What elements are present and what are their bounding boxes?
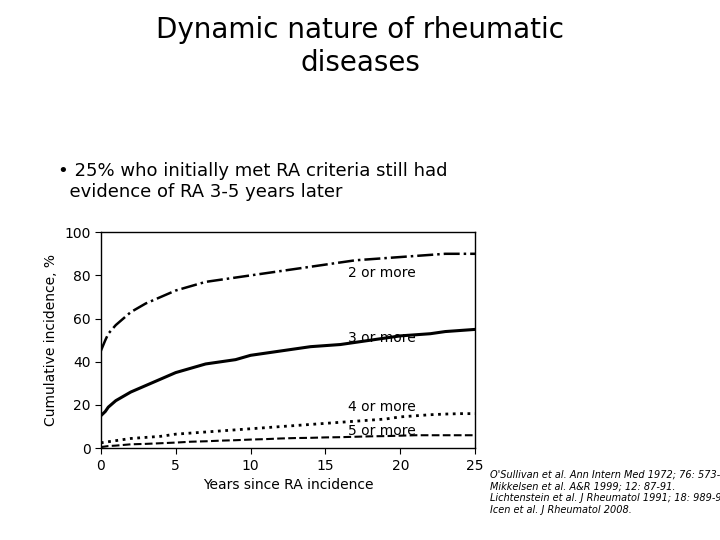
Text: 3 or more: 3 or more — [348, 331, 415, 345]
Text: 4 or more: 4 or more — [348, 400, 415, 414]
Text: 5 or more: 5 or more — [348, 424, 415, 438]
Text: Dynamic nature of rheumatic
diseases: Dynamic nature of rheumatic diseases — [156, 16, 564, 77]
Text: • 25% who initially met RA criteria still had
  evidence of RA 3-5 years later: • 25% who initially met RA criteria stil… — [58, 162, 447, 201]
Text: 2 or more: 2 or more — [348, 266, 415, 280]
X-axis label: Years since RA incidence: Years since RA incidence — [203, 478, 373, 492]
Y-axis label: Cumulative incidence, %: Cumulative incidence, % — [45, 254, 58, 426]
Text: O'Sullivan et al. Ann Intern Med 1972; 76: 573-7.
Mikkelsen et al. A&R 1999; 12:: O'Sullivan et al. Ann Intern Med 1972; 7… — [490, 470, 720, 515]
